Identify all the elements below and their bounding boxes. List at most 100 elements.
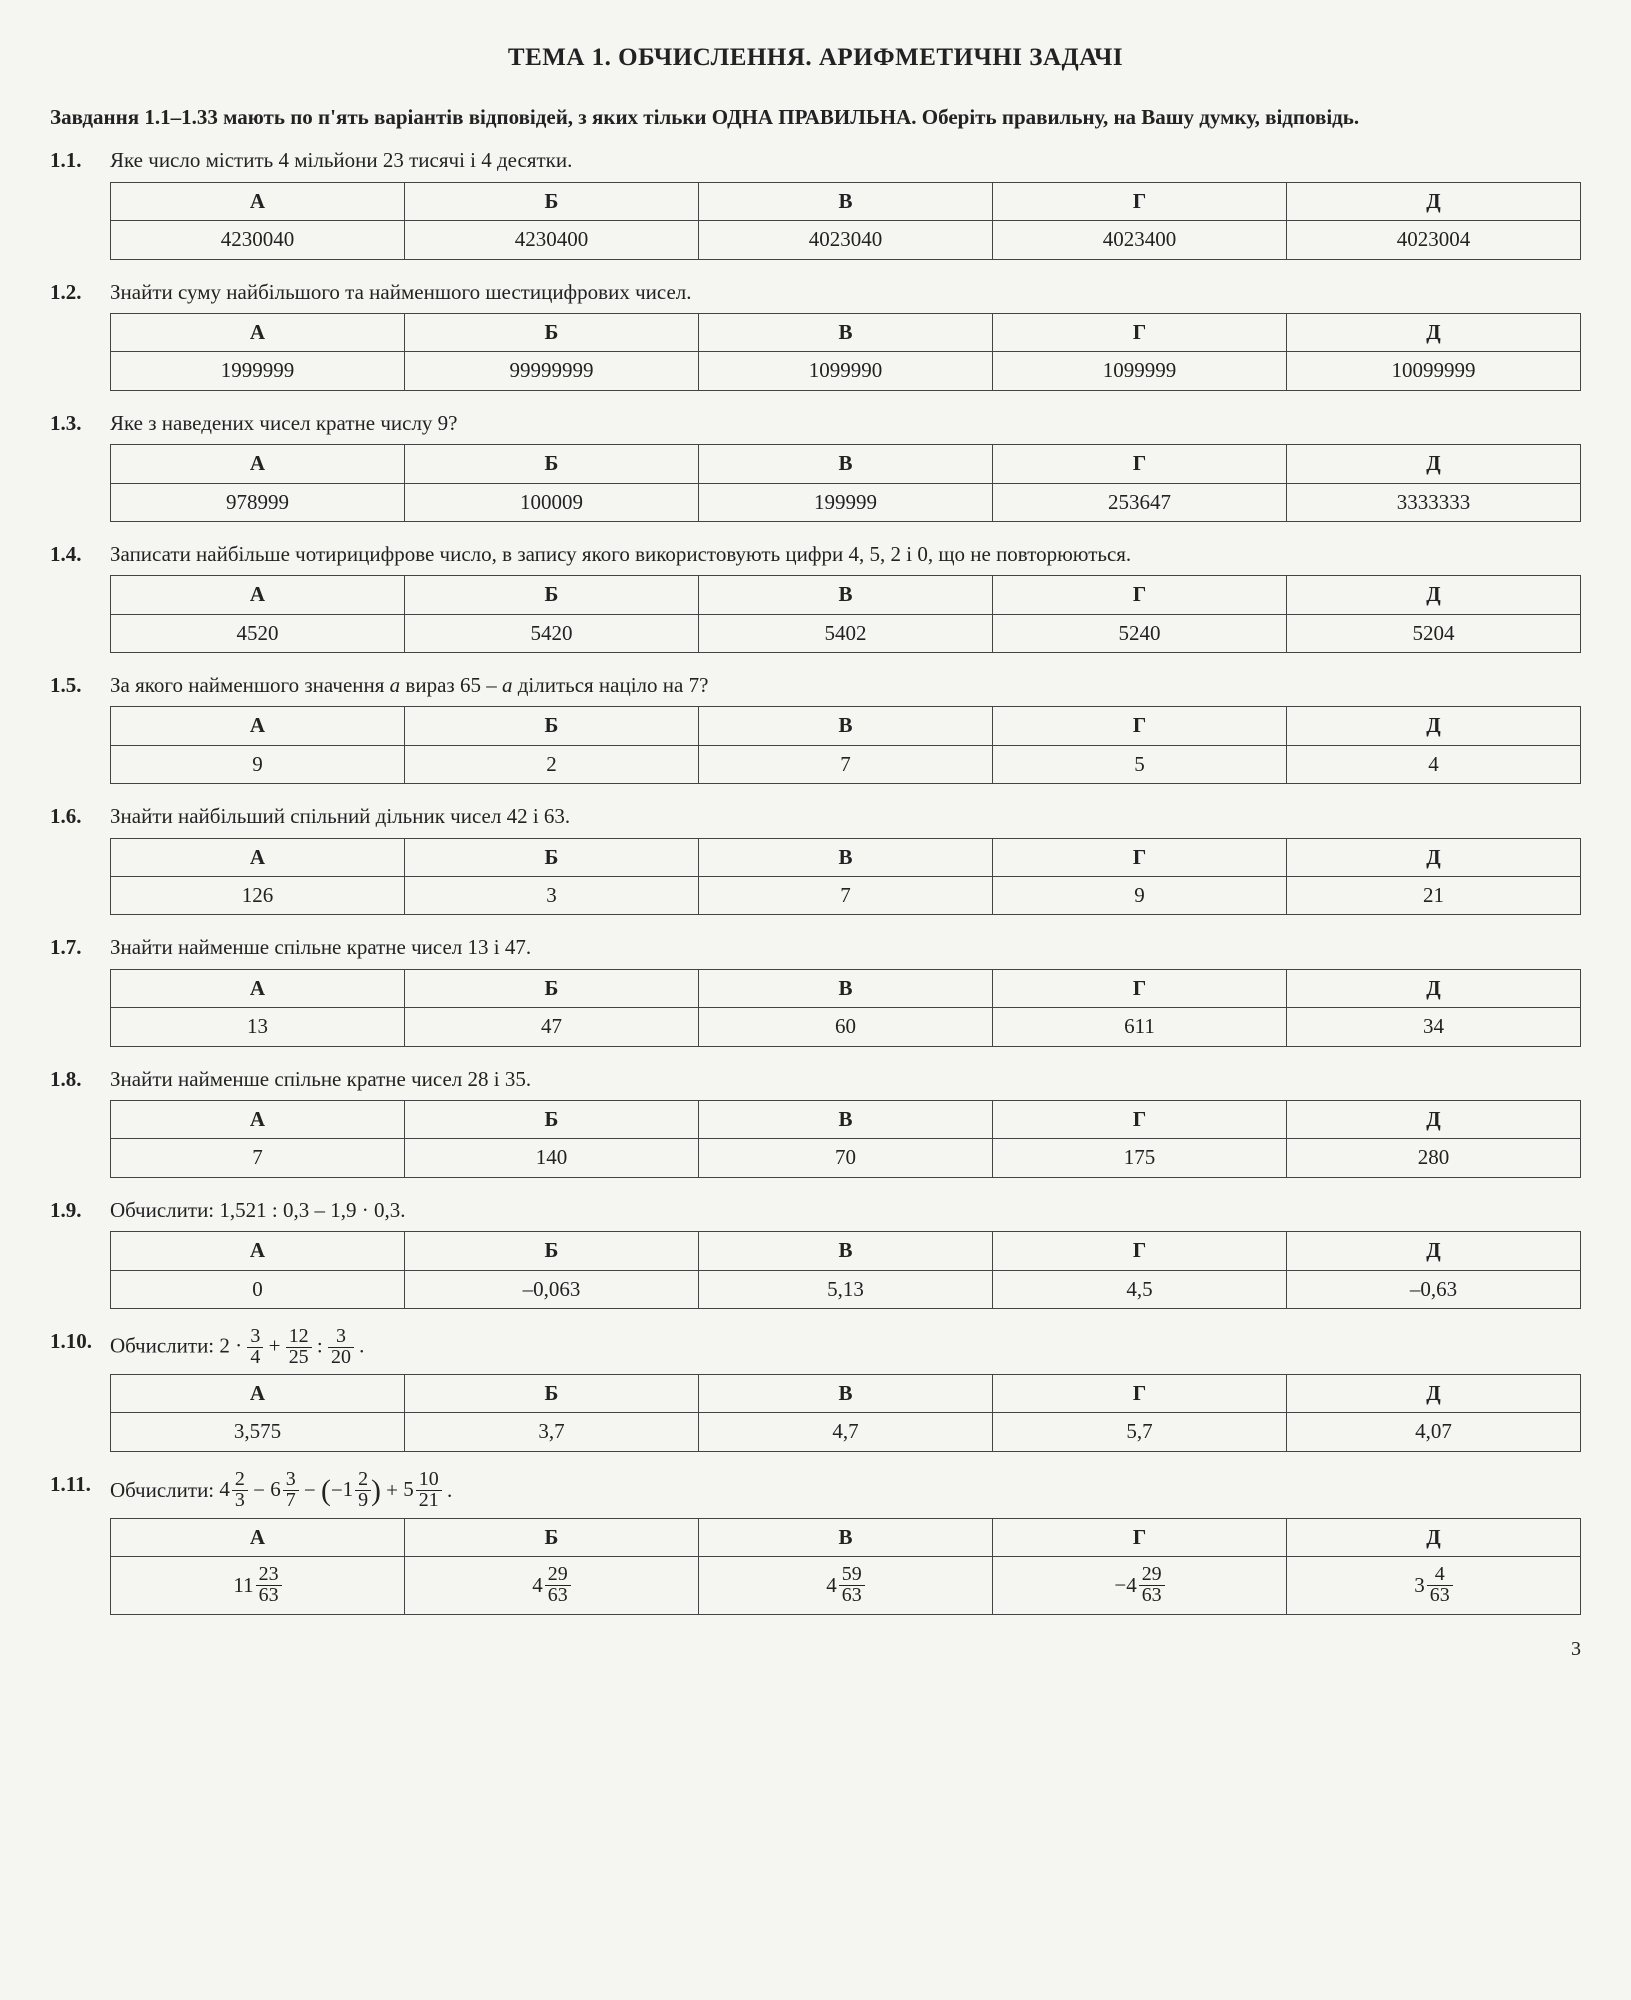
question-text: Яке число містить 4 мільйони 23 тисячі і…: [110, 146, 1581, 175]
answers-table: АБВГД3,5753,74,75,74,07: [110, 1374, 1581, 1452]
answer-cell: 4,7: [699, 1413, 993, 1451]
answer-header: Г: [993, 838, 1287, 876]
question-content: Записати найбільше чотирицифрове число, …: [110, 540, 1581, 653]
answer-header: Д: [1287, 1100, 1581, 1138]
answer-cell: 4: [1287, 745, 1581, 783]
answer-cell: 4023004: [1287, 221, 1581, 259]
question-block: 1.5.За якого найменшого значення a вираз…: [50, 671, 1581, 784]
answer-header: Д: [1287, 182, 1581, 220]
answer-cell: 10099999: [1287, 352, 1581, 390]
question-number: 1.2.: [50, 278, 110, 307]
answer-cell: 7: [111, 1139, 405, 1177]
page-number: 3: [50, 1635, 1581, 1663]
answer-header: Г: [993, 1518, 1287, 1556]
answer-header: А: [111, 1100, 405, 1138]
question-text: Знайти найменше спільне кратне чисел 13 …: [110, 933, 1581, 962]
answer-cell: 4230400: [405, 221, 699, 259]
question-text: Знайти найменше спільне кратне чисел 28 …: [110, 1065, 1581, 1094]
answer-cell: 175: [993, 1139, 1287, 1177]
answer-header: В: [699, 1518, 993, 1556]
answer-header: В: [699, 313, 993, 351]
answer-cell: 3333333: [1287, 483, 1581, 521]
answer-header: Б: [405, 1518, 699, 1556]
answer-header: Д: [1287, 838, 1581, 876]
question-content: Обчислити: 423 − 637 − (−129) + 51021 .А…: [110, 1470, 1581, 1615]
answer-cell: 9: [993, 877, 1287, 915]
answer-header: Г: [993, 969, 1287, 1007]
answers-table: АБВГД19999999999999910999901099999100999…: [110, 313, 1581, 391]
answer-cell: 3,7: [405, 1413, 699, 1451]
answer-cell: 126: [111, 877, 405, 915]
page-title: ТЕМА 1. ОБЧИСЛЕННЯ. АРИФМЕТИЧНІ ЗАДАЧІ: [50, 40, 1581, 75]
answer-cell: 5: [993, 745, 1287, 783]
answer-cell: 60: [699, 1008, 993, 1046]
question-number: 1.8.: [50, 1065, 110, 1094]
question-number: 1.11.: [50, 1470, 110, 1499]
answer-header: А: [111, 313, 405, 351]
answer-cell: 199999: [699, 483, 993, 521]
answer-header: Г: [993, 1232, 1287, 1270]
question-text: Знайти суму найбільшого та найменшого ше…: [110, 278, 1581, 307]
question-block: 1.8.Знайти найменше спільне кратне чисел…: [50, 1065, 1581, 1178]
question-number: 1.6.: [50, 802, 110, 831]
answer-cell: 140: [405, 1139, 699, 1177]
answer-cell: –0,63: [1287, 1270, 1581, 1308]
answer-cell: 4023400: [993, 221, 1287, 259]
answer-header: Б: [405, 576, 699, 614]
answer-header: Д: [1287, 1374, 1581, 1412]
question-block: 1.11.Обчислити: 423 − 637 − (−129) + 510…: [50, 1470, 1581, 1615]
question-content: Обчислити: 1,521 : 0,3 – 1,9 · 0,3.АБВГД…: [110, 1196, 1581, 1309]
question-content: За якого найменшого значення a вираз 65 …: [110, 671, 1581, 784]
answer-header: В: [699, 1374, 993, 1412]
answer-header: В: [699, 838, 993, 876]
answer-cell: 0: [111, 1270, 405, 1308]
answer-header: А: [111, 576, 405, 614]
answer-header: Д: [1287, 445, 1581, 483]
answer-header: В: [699, 576, 993, 614]
question-block: 1.2.Знайти суму найбільшого та найменшог…: [50, 278, 1581, 391]
question-block: 1.10.Обчислити: 2 · 34 + 1225 : 320 .АБВ…: [50, 1327, 1581, 1452]
answer-cell: 280: [1287, 1139, 1581, 1177]
answer-cell: –0,063: [405, 1270, 699, 1308]
answer-header: В: [699, 445, 993, 483]
answer-header: Г: [993, 707, 1287, 745]
answer-header: В: [699, 1100, 993, 1138]
question-block: 1.3.Яке з наведених чисел кратне числу 9…: [50, 409, 1581, 522]
question-content: Яке число містить 4 мільйони 23 тисячі і…: [110, 146, 1581, 259]
answer-header: Г: [993, 445, 1287, 483]
question-text: Яке з наведених чисел кратне числу 9?: [110, 409, 1581, 438]
answer-header: А: [111, 1518, 405, 1556]
question-block: 1.9.Обчислити: 1,521 : 0,3 – 1,9 · 0,3.А…: [50, 1196, 1581, 1309]
answers-table: АБВГД9789991000091999992536473333333: [110, 444, 1581, 522]
answer-header: В: [699, 707, 993, 745]
answer-header: Г: [993, 1100, 1287, 1138]
answer-header: Г: [993, 1374, 1287, 1412]
question-text: Обчислити: 2 · 34 + 1225 : 320 .: [110, 1327, 1581, 1368]
answer-cell: 7: [699, 877, 993, 915]
answer-header: Д: [1287, 1518, 1581, 1556]
question-content: Обчислити: 2 · 34 + 1225 : 320 .АБВГД3,5…: [110, 1327, 1581, 1452]
question-text: Записати найбільше чотирицифрове число, …: [110, 540, 1581, 569]
instructions: Завдання 1.1–1.33 мають по п'ять варіант…: [50, 103, 1581, 132]
answer-cell: 1999999: [111, 352, 405, 390]
answer-cell: 4023040: [699, 221, 993, 259]
answer-header: А: [111, 1232, 405, 1270]
answer-cell: 7: [699, 745, 993, 783]
answer-header: В: [699, 182, 993, 220]
answer-header: Г: [993, 576, 1287, 614]
answer-cell: 99999999: [405, 352, 699, 390]
answer-header: Г: [993, 313, 1287, 351]
answer-cell: 5,7: [993, 1413, 1287, 1451]
answer-header: Б: [405, 969, 699, 1007]
answer-header: Б: [405, 313, 699, 351]
question-block: 1.4.Записати найбільше чотирицифрове чис…: [50, 540, 1581, 653]
question-block: 1.6.Знайти найбільший спільний дільник ч…: [50, 802, 1581, 915]
question-block: 1.1.Яке число містить 4 мільйони 23 тися…: [50, 146, 1581, 259]
answer-cell: 5402: [699, 614, 993, 652]
answer-cell: 45963: [699, 1556, 993, 1614]
answer-cell: 5,13: [699, 1270, 993, 1308]
answer-header: Б: [405, 1374, 699, 1412]
answer-header: Б: [405, 445, 699, 483]
question-number: 1.10.: [50, 1327, 110, 1356]
answer-cell: 3,575: [111, 1413, 405, 1451]
